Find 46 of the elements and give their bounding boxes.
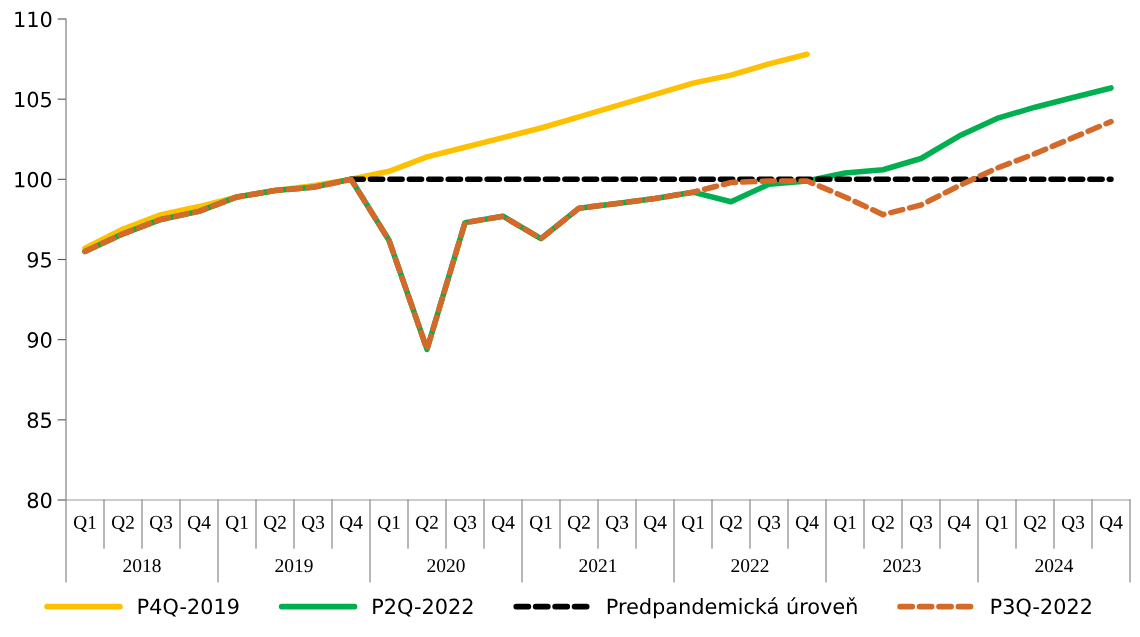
x-tick-label: Q2: [415, 515, 438, 532]
x-tick-label: Q3: [1061, 515, 1085, 532]
x-tick-label: Q1: [225, 515, 248, 532]
x-tick-label: Q4: [339, 515, 363, 532]
text: 2022: [731, 559, 769, 573]
text: 2020: [427, 559, 465, 573]
x-tick-label: Q4: [491, 515, 515, 532]
x-tick-label: Q1: [73, 515, 96, 532]
x-tick-label: Q4: [187, 515, 211, 532]
x-tick-label: Q2: [871, 515, 894, 532]
legend-label: Predpandemická úroveň: [607, 597, 857, 619]
x-tick-label: Q2: [263, 515, 286, 532]
x-tick-label: Q4: [1099, 515, 1123, 532]
x-tick-label: Q4: [643, 515, 667, 532]
legend-label: P2Q-2022: [373, 598, 473, 617]
x-tick-label: Q2: [1023, 515, 1046, 532]
x-tick-label: Q1: [985, 515, 1008, 532]
y-tick-label: 110: [15, 11, 52, 28]
x-tick-label: Q2: [719, 515, 742, 532]
text: 2023: [883, 559, 921, 573]
text: 2024: [1035, 559, 1074, 573]
x-tick-label: Q2: [111, 515, 134, 532]
x-tick-label: Q3: [757, 515, 781, 532]
y-tick-label: 100: [15, 171, 52, 188]
x-tick-label: Q3: [909, 515, 933, 532]
y-tick-label: 80: [27, 492, 52, 509]
x-tick-label: Q2: [567, 515, 590, 532]
legend-label: P4Q-2019: [138, 598, 239, 617]
x-tick-label: Q3: [605, 515, 629, 532]
text: 2019: [275, 559, 313, 573]
x-tick-label: Q3: [149, 515, 173, 532]
y-tick-label: 85: [27, 412, 51, 429]
x-tick-label: Q3: [453, 515, 477, 532]
x-tick-label: Q1: [833, 515, 856, 532]
x-tick-label: Q1: [377, 515, 400, 532]
x-tick-label: Q3: [301, 515, 325, 532]
text: 2018: [123, 559, 161, 573]
x-tick-label: Q1: [681, 515, 704, 532]
y-tick-label: 105: [15, 91, 51, 108]
text: 2021: [579, 559, 617, 573]
x-tick-label: Q4: [795, 515, 819, 532]
legend-label: P3Q-2022: [991, 598, 1091, 617]
y-tick-label: 90: [27, 332, 52, 348]
x-tick-label: Q4: [947, 515, 971, 532]
x-tick-label: Q1: [529, 515, 552, 532]
y-tick-label: 95: [27, 251, 51, 268]
